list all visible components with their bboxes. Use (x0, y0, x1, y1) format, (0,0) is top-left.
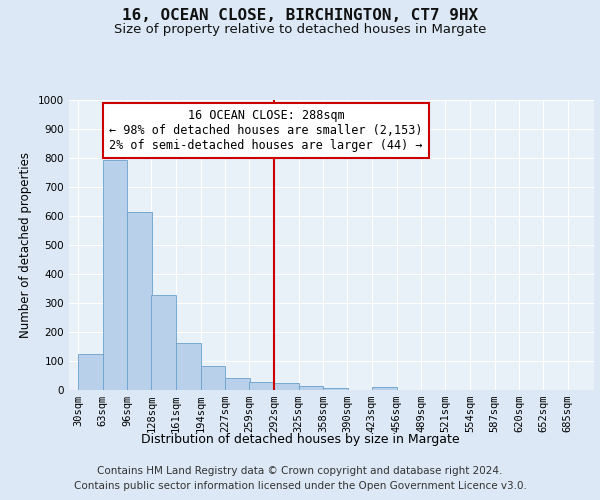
Text: 16 OCEAN CLOSE: 288sqm
← 98% of detached houses are smaller (2,153)
2% of semi-d: 16 OCEAN CLOSE: 288sqm ← 98% of detached… (109, 108, 422, 152)
Bar (274, 384, 299, 390)
Bar (372, 387, 397, 390)
Bar (200, 366, 226, 390)
Text: 16, OCEAN CLOSE, BIRCHINGTON, CT7 9HX: 16, OCEAN CLOSE, BIRCHINGTON, CT7 9HX (122, 8, 478, 22)
Bar (249, 382, 274, 390)
Bar (323, 388, 348, 390)
Bar (127, 212, 152, 390)
Text: Contains HM Land Registry data © Crown copyright and database right 2024.: Contains HM Land Registry data © Crown c… (97, 466, 503, 476)
Bar (151, 295, 176, 390)
Bar (226, 378, 250, 390)
Bar (299, 386, 323, 390)
Text: Size of property relative to detached houses in Margate: Size of property relative to detached ho… (114, 22, 486, 36)
Text: Distribution of detached houses by size in Margate: Distribution of detached houses by size … (140, 432, 460, 446)
Y-axis label: Number of detached properties: Number of detached properties (19, 152, 32, 338)
Text: Contains public sector information licensed under the Open Government Licence v3: Contains public sector information licen… (74, 481, 526, 491)
Bar (103, 160, 127, 390)
Bar (78, 354, 103, 390)
Bar (176, 342, 200, 390)
